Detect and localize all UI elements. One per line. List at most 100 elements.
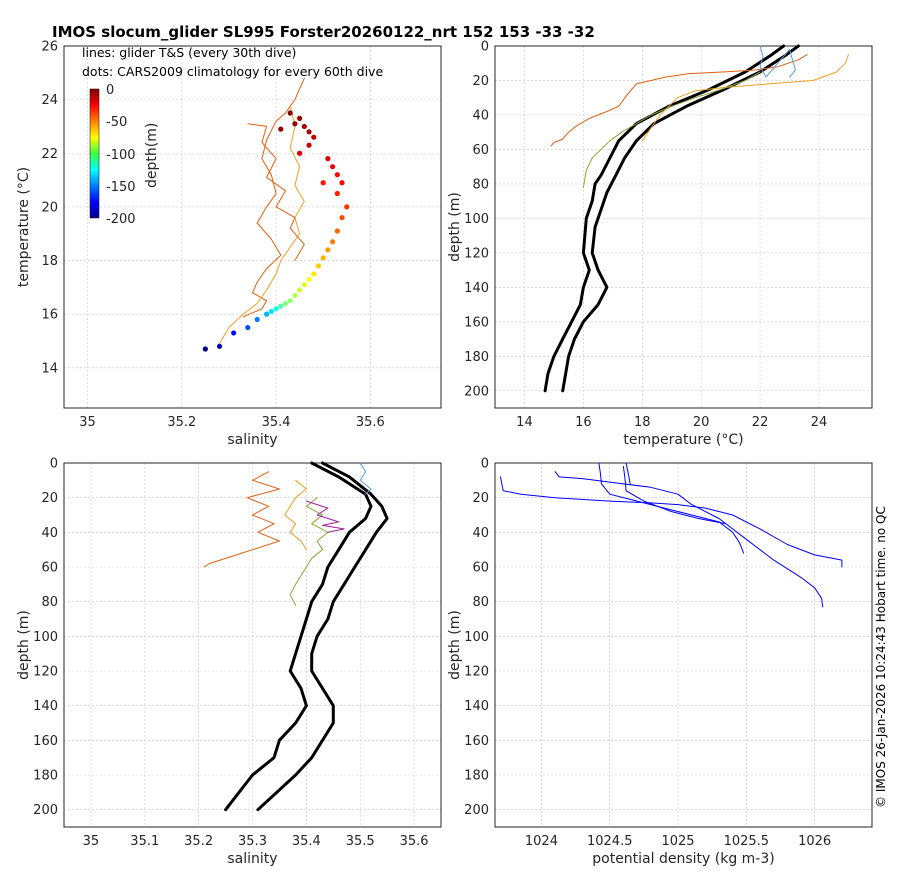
climatology-point [306, 142, 312, 148]
series-line [289, 497, 329, 606]
y-tick-label: 200 [33, 803, 58, 818]
series-line [305, 500, 345, 533]
climatology-point [264, 311, 270, 317]
climatology-point [334, 190, 340, 197]
series-line [543, 44, 786, 393]
y-tick-label: 160 [464, 734, 489, 749]
climatology-point [344, 204, 350, 210]
y-tick-label: 14 [41, 361, 58, 376]
series-line [641, 54, 849, 142]
y-axis-label: depth (m) [447, 192, 463, 262]
climatology-point [306, 276, 312, 282]
series-line [224, 461, 373, 812]
climatology-point [306, 129, 312, 135]
series-line [284, 479, 307, 551]
x-tick-label: 35.4 [292, 834, 321, 849]
climatology-point [320, 255, 326, 261]
x-axis-label: salinity [227, 432, 277, 448]
series-line [500, 476, 843, 568]
climatology-point [339, 180, 345, 186]
x-tick-label: 16 [575, 415, 592, 430]
x-axis-label: potential density (kg m-3) [592, 851, 774, 867]
climatology-point [268, 308, 274, 315]
y-tick-label: 140 [464, 281, 489, 296]
climatology-point [282, 300, 289, 307]
figure-title: IMOS slocum_glider SL995 Forster20260122… [52, 23, 595, 41]
y-tick-label: 60 [472, 561, 489, 576]
x-tick-label: 14 [516, 415, 533, 430]
colorbar-tick-label: -100 [106, 148, 136, 163]
credit-note: © IMOS 26-Jan-2026 10:24:43 Hobart time.… [874, 506, 888, 808]
x-tick-label: 1025 [661, 834, 694, 849]
climatology-point [202, 346, 208, 352]
y-tick-label: 200 [464, 803, 489, 818]
climatology-point [273, 306, 279, 312]
series-line [247, 123, 305, 261]
climatology-point [297, 287, 303, 293]
climatology-point [278, 126, 284, 132]
x-tick-label: 35.6 [356, 415, 385, 430]
y-tick-label: 18 [41, 254, 58, 269]
plot-frame [494, 462, 873, 828]
x-tick-label: 35.2 [184, 834, 213, 849]
x-tick-label: 35.4 [262, 415, 291, 430]
climatology-point [311, 134, 317, 140]
y-tick-label: 60 [41, 561, 58, 576]
colorbar-tick-label: -150 [106, 180, 136, 195]
y-tick-label: 180 [33, 769, 58, 784]
y-tick-label: 20 [41, 491, 58, 506]
series-line [622, 466, 727, 525]
panel-density-profile: 1024 1024.5 1025 1025.5 1026 0 20 40 60 80 100 120 1… [447, 457, 873, 867]
climatology-point [287, 110, 293, 116]
series-line [759, 45, 796, 78]
y-tick-label: 0 [481, 40, 489, 55]
x-tick-label: 1026 [798, 834, 831, 849]
y-tick-label: 24 [41, 93, 58, 108]
y-tick-label: 120 [464, 665, 489, 680]
series-line [554, 471, 824, 608]
series-line [219, 104, 305, 345]
series-line [242, 77, 305, 318]
panel-ts-diagram: 35 35.2 35.4 35.6 14 16 18 20 22 24 26 salinity temp… [16, 40, 442, 448]
y-tick-label: 0 [481, 457, 489, 472]
legend-dots-note: dots: CARS2009 climatology for every 60t… [82, 64, 383, 79]
y-tick-label: 120 [464, 246, 489, 261]
y-tick-label: 60 [472, 143, 489, 158]
climatology-point [301, 123, 307, 130]
colorbar: 0 -50 -100 -150 -200 depth(m) [89, 83, 160, 227]
y-tick-label: 20 [472, 491, 489, 506]
series-line [598, 462, 745, 554]
climatology-point [330, 239, 336, 245]
series-line [203, 471, 280, 568]
climatology-point [231, 330, 237, 336]
y-tick-label: 80 [472, 177, 489, 192]
y-tick-label: 140 [33, 699, 58, 714]
climatology-point [216, 343, 223, 349]
y-tick-label: 40 [472, 526, 489, 541]
climatology-point [301, 282, 307, 288]
climatology-point [330, 164, 336, 170]
climatology-point [325, 247, 331, 253]
climatology-point [334, 228, 340, 234]
y-tick-label: 22 [41, 147, 58, 162]
y-tick-label: 80 [472, 595, 489, 610]
climatology-point [292, 121, 298, 127]
colorbar-label: depth(m) [144, 123, 160, 188]
climatology-point [254, 316, 260, 323]
y-tick-label: 100 [464, 630, 489, 645]
x-tick-label: 1024 [525, 834, 558, 849]
climatology-point [278, 303, 284, 309]
y-tick-label: 180 [464, 350, 489, 365]
climatology-point [245, 324, 251, 331]
y-tick-label: 40 [472, 108, 489, 123]
x-tick-label: 35.1 [130, 834, 159, 849]
y-tick-label: 100 [464, 212, 489, 227]
plot-frame [494, 45, 873, 409]
y-tick-label: 0 [50, 457, 58, 472]
y-tick-label: 40 [41, 526, 58, 541]
y-tick-label: 180 [464, 769, 489, 784]
x-tick-label: 35.6 [400, 834, 429, 849]
colorbar-tick-label: -200 [106, 212, 136, 227]
